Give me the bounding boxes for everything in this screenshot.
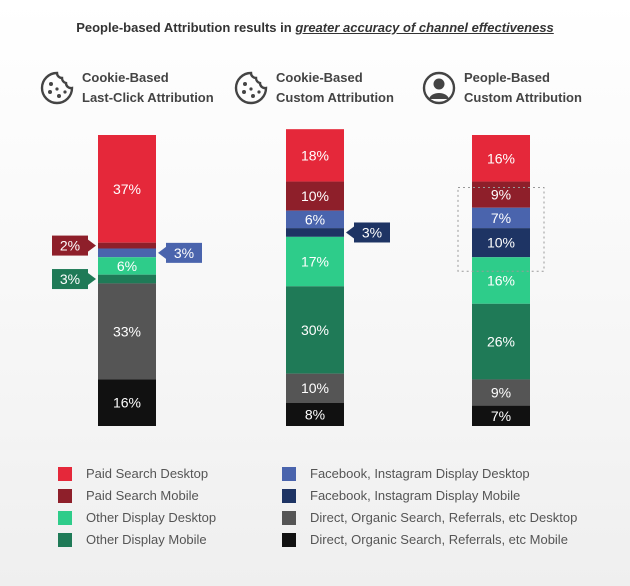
- callout-pointer: [346, 226, 354, 239]
- column-header-3: People-Based Custom Attribution: [422, 68, 582, 108]
- bar-segment-direct-organic-search-referrals-etc-mobile: [286, 402, 344, 426]
- data-label: 7%: [491, 210, 511, 226]
- data-label: 18%: [301, 147, 329, 163]
- legend-item: Facebook, Instagram Display Desktop: [282, 466, 530, 481]
- legend-item: Direct, Organic Search, Referrals, etc D…: [282, 510, 577, 525]
- data-label: 37%: [113, 181, 141, 197]
- legend-label: Paid Search Desktop: [86, 466, 209, 481]
- legend-swatch: [58, 510, 72, 525]
- legend-swatch: [58, 488, 72, 503]
- legend-swatch: [282, 532, 296, 547]
- callout-pointer: [88, 273, 96, 286]
- bar-segment-facebook-instagram-display-mobile: [286, 228, 344, 237]
- data-label: 9%: [491, 385, 511, 401]
- legend-label: Direct, Organic Search, Referrals, etc M…: [310, 532, 568, 547]
- bar-segment-facebook-instagram-display-desktop: [286, 210, 344, 229]
- data-label: 10%: [301, 380, 329, 396]
- data-label: 9%: [491, 187, 511, 203]
- data-label: 26%: [487, 334, 515, 350]
- legend-label: Direct, Organic Search, Referrals, etc D…: [310, 510, 578, 525]
- chart-title: People-based Attribution results in grea…: [0, 20, 630, 35]
- data-label: 8%: [305, 406, 325, 422]
- legend-item: Paid Search Mobile: [58, 488, 199, 503]
- bar-segment-other-display-mobile: [472, 303, 530, 380]
- legend-label: Other Display Mobile: [86, 532, 207, 547]
- legend-item: Facebook, Instagram Display Mobile: [282, 488, 520, 503]
- column-1-line2: Last-Click Attribution: [82, 90, 214, 105]
- data-label: 16%: [487, 150, 515, 166]
- bar-segment-other-display-desktop: [98, 257, 156, 275]
- bar-segment-paid-search-desktop: [472, 135, 530, 182]
- bar-segment-paid-search-mobile: [472, 181, 530, 208]
- column-header-1: Cookie-Based Last-Click Attribution: [40, 68, 214, 108]
- title-emphasis: greater accuracy of channel effectivenes…: [295, 20, 554, 35]
- legend: Paid Search Desktop Paid Search Mobile Oth…: [0, 460, 630, 560]
- data-label: 2%: [60, 238, 80, 254]
- person-icon: [422, 71, 456, 105]
- data-label: 3%: [174, 245, 194, 261]
- legend-label: Facebook, Instagram Display Desktop: [310, 466, 530, 481]
- column-header-2: Cookie-Based Custom Attribution: [234, 68, 394, 108]
- data-label: 7%: [491, 408, 511, 424]
- data-label: 16%: [113, 395, 141, 411]
- callout-pointer: [88, 239, 96, 252]
- data-label: 3%: [60, 271, 80, 287]
- bar-segment-paid-search-mobile: [286, 181, 344, 211]
- column-2-line1: Cookie-Based: [276, 70, 363, 85]
- data-label: 3%: [362, 224, 382, 240]
- column-1-line1: Cookie-Based: [82, 70, 169, 85]
- callout-tag: [52, 269, 88, 290]
- data-label: 6%: [117, 258, 137, 274]
- legend-item: Paid Search Desktop: [58, 466, 208, 481]
- bar-segment-paid-search-mobile: [98, 242, 156, 249]
- title-text: People-based Attribution results in: [76, 20, 296, 35]
- legend-item: Other Display Mobile: [58, 532, 207, 547]
- bar-segment-facebook-instagram-display-desktop: [98, 248, 156, 258]
- callout-pointer: [158, 246, 166, 259]
- bar-segment-direct-organic-search-referrals-etc-mobile: [472, 405, 530, 426]
- legend-label: Other Display Desktop: [86, 510, 217, 525]
- callout-tag: [354, 222, 390, 243]
- bar-segment-direct-organic-search-referrals-etc-desktop: [98, 283, 156, 380]
- data-label: 6%: [305, 211, 325, 227]
- legend-item: Direct, Organic Search, Referrals, etc M…: [282, 532, 568, 547]
- column-2-line2: Custom Attribution: [276, 90, 394, 105]
- callout-tag: [166, 242, 202, 263]
- callout-tag: [52, 235, 88, 256]
- bar-segment-direct-organic-search-referrals-etc-desktop: [472, 379, 530, 406]
- legend-label: Paid Search Mobile: [86, 488, 199, 503]
- data-label: 17%: [301, 254, 329, 270]
- data-label: 33%: [113, 323, 141, 339]
- bar-segment-paid-search-desktop: [286, 129, 344, 182]
- data-label: 10%: [301, 188, 329, 204]
- legend-swatch: [58, 466, 72, 481]
- bar-segment-other-display-mobile: [98, 274, 156, 284]
- legend-swatch: [58, 532, 72, 547]
- bar-segment-direct-organic-search-referrals-etc-desktop: [286, 373, 344, 403]
- data-label: 30%: [301, 322, 329, 338]
- column-3-line1: People-Based: [464, 70, 550, 85]
- legend-item: Other Display Desktop: [58, 510, 216, 525]
- bar-segment-facebook-instagram-display-desktop: [472, 207, 530, 229]
- legend-label: Facebook, Instagram Display Mobile: [310, 488, 521, 503]
- cookie-icon: [234, 71, 268, 105]
- bar-segment-facebook-instagram-display-mobile: [472, 228, 530, 258]
- bar-segment-paid-search-desktop: [98, 135, 156, 243]
- column-3-line2: Custom Attribution: [464, 90, 582, 105]
- bar-segment-other-display-mobile: [286, 286, 344, 374]
- data-label: 16%: [487, 273, 515, 289]
- bar-segment-other-display-desktop: [286, 236, 344, 287]
- cookie-icon: [40, 71, 74, 105]
- legend-swatch: [282, 510, 296, 525]
- data-label: 10%: [487, 235, 515, 251]
- legend-swatch: [282, 488, 296, 503]
- bar-segment-other-display-desktop: [472, 257, 530, 304]
- legend-swatch: [282, 466, 296, 481]
- bar-segment-direct-organic-search-referrals-etc-mobile: [98, 379, 156, 426]
